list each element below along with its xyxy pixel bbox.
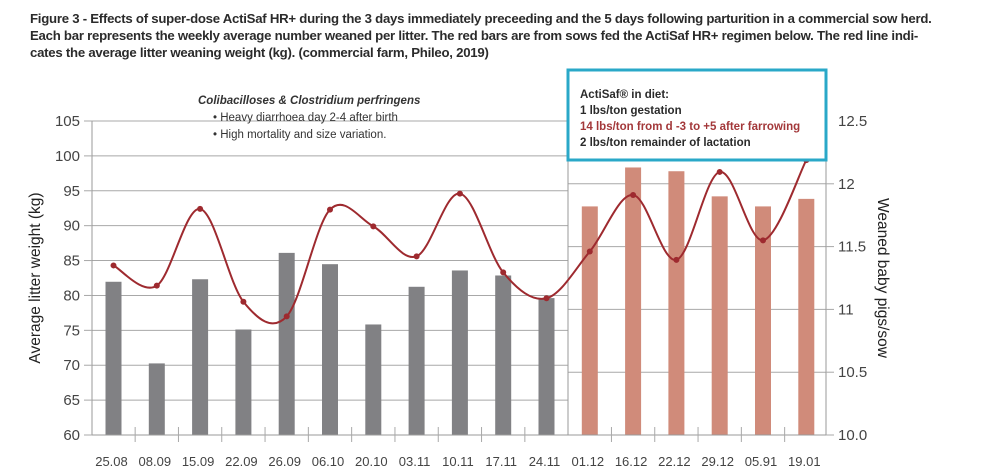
- caption-line-1: Figure 3 - Effects of super-dose ActiSaf…: [30, 11, 932, 26]
- weight-line-point: [413, 253, 420, 260]
- control-bar: [408, 286, 425, 435]
- weight-line-point: [673, 256, 680, 263]
- weight-line-point: [240, 298, 247, 305]
- x-tick-label: 22.09: [225, 454, 258, 469]
- weight-line-point: [586, 248, 593, 255]
- right-tick-label: 10.0: [838, 427, 867, 444]
- right-tick-label: 11.5: [838, 239, 866, 256]
- weight-line-point: [500, 269, 507, 276]
- weight-line-point: [370, 223, 377, 230]
- axes: [91, 121, 827, 436]
- info-box-line-4: 2 lbs/ton remainder of lactation: [580, 137, 751, 149]
- x-tick-label: 26.09: [268, 454, 301, 469]
- x-tick-label: 08.09: [139, 454, 172, 469]
- weight-line-point: [456, 190, 463, 197]
- treatment-bar: [755, 206, 771, 435]
- left-tick-label: 85: [63, 253, 80, 270]
- control-bar: [365, 324, 382, 435]
- control-bar: [538, 298, 555, 435]
- figure-caption: Figure 3 - Effects of super-dose ActiSaf…: [30, 10, 990, 61]
- actisaf-info-box: ActiSaf® in diet: 1 lbs/ton gestation 14…: [566, 68, 828, 162]
- caption-line-2: Each bar represents the weekly average n…: [30, 28, 919, 43]
- weight-line-point: [153, 282, 160, 289]
- x-tick-label: 24.11: [529, 454, 561, 469]
- info-box-line-3: 14 lbs/ton from d -3 to +5 after farrowi…: [580, 121, 800, 133]
- x-tick-label: 15.09: [182, 454, 215, 469]
- bars: [105, 167, 815, 436]
- disease-annotation: Colibacilloses & Clostridium perfringens…: [198, 95, 420, 141]
- info-box-frame: [566, 68, 828, 162]
- weight-line-point: [760, 237, 766, 244]
- caption-line-3: cates the average litter weaning weight …: [30, 45, 489, 60]
- x-tick-label: 16.12: [615, 454, 648, 469]
- treatment-bar: [798, 198, 815, 435]
- weight-line-series: [110, 157, 810, 325]
- annotation-bullet-1: • Heavy diarrhoea day 2-4 after birth: [213, 112, 398, 124]
- left-tick-label: 60: [63, 427, 80, 444]
- left-tick-label: 65: [63, 392, 80, 409]
- control-bar: [148, 363, 165, 435]
- x-tick-label: 01.12: [572, 454, 605, 469]
- control-bar: [105, 281, 122, 435]
- left-tick-label: 90: [63, 218, 80, 235]
- right-tick-label: 12.5: [838, 113, 867, 130]
- control-bar: [322, 264, 338, 435]
- x-tick-label: 25.08: [95, 454, 128, 469]
- treatment-bar: [581, 206, 598, 435]
- weight-line-point: [543, 295, 550, 302]
- info-box-line-2: 1 lbs/ton gestation: [580, 105, 682, 117]
- left-tick-label: 105: [55, 113, 80, 130]
- weight-line-point: [630, 191, 637, 198]
- annotation-bullet-2: • High mortality and size variation.: [213, 129, 386, 141]
- weight-line-point: [327, 206, 333, 213]
- weight-line-point: [110, 262, 117, 269]
- left-tick-label: 95: [63, 183, 80, 200]
- control-bar: [495, 275, 512, 435]
- axis-ticks: 60 65 70 75 80 85 90 95 100 105 10.0 10.5 11 11.5 12 12…: [55, 113, 867, 469]
- x-tick-label: 19.01: [788, 454, 821, 469]
- left-axis-title: Average litter weight (kg): [27, 192, 44, 363]
- left-tick-label: 70: [63, 357, 80, 374]
- treatment-bar: [625, 167, 642, 436]
- left-tick-label: 100: [55, 148, 80, 165]
- x-tick-label: 20.10: [355, 454, 388, 469]
- x-tick-label: 22.12: [658, 454, 691, 469]
- info-box-line-1: ActiSaf® in diet:: [580, 89, 669, 101]
- left-tick-label: 80: [63, 287, 80, 304]
- right-tick-label: 10.5: [838, 364, 867, 381]
- x-tick-label: 03.11: [399, 454, 431, 469]
- weight-line-point: [283, 313, 290, 320]
- left-tick-label: 75: [63, 322, 80, 339]
- x-tick-label: 17.11: [485, 454, 517, 469]
- x-tick-label: 10.11: [442, 454, 474, 469]
- x-tick-label: 29.12: [701, 454, 734, 469]
- right-tick-label: 11: [838, 301, 854, 318]
- control-bar: [192, 279, 209, 435]
- x-tick-label: 06.10: [312, 454, 345, 469]
- weight-line-point: [197, 205, 204, 212]
- annotation-title: Colibacilloses & Clostridium perfringens: [198, 95, 420, 107]
- control-bar: [235, 329, 252, 435]
- x-tick-label: 05.91: [745, 454, 778, 469]
- right-tick-label: 12: [838, 176, 855, 193]
- right-axis-title: Weaned baby pigs/sow: [874, 198, 891, 359]
- control-bar: [451, 270, 468, 435]
- treatment-bar: [668, 171, 685, 436]
- treatment-bar: [711, 196, 728, 435]
- control-bar: [278, 252, 295, 435]
- weight-line-point: [716, 168, 723, 175]
